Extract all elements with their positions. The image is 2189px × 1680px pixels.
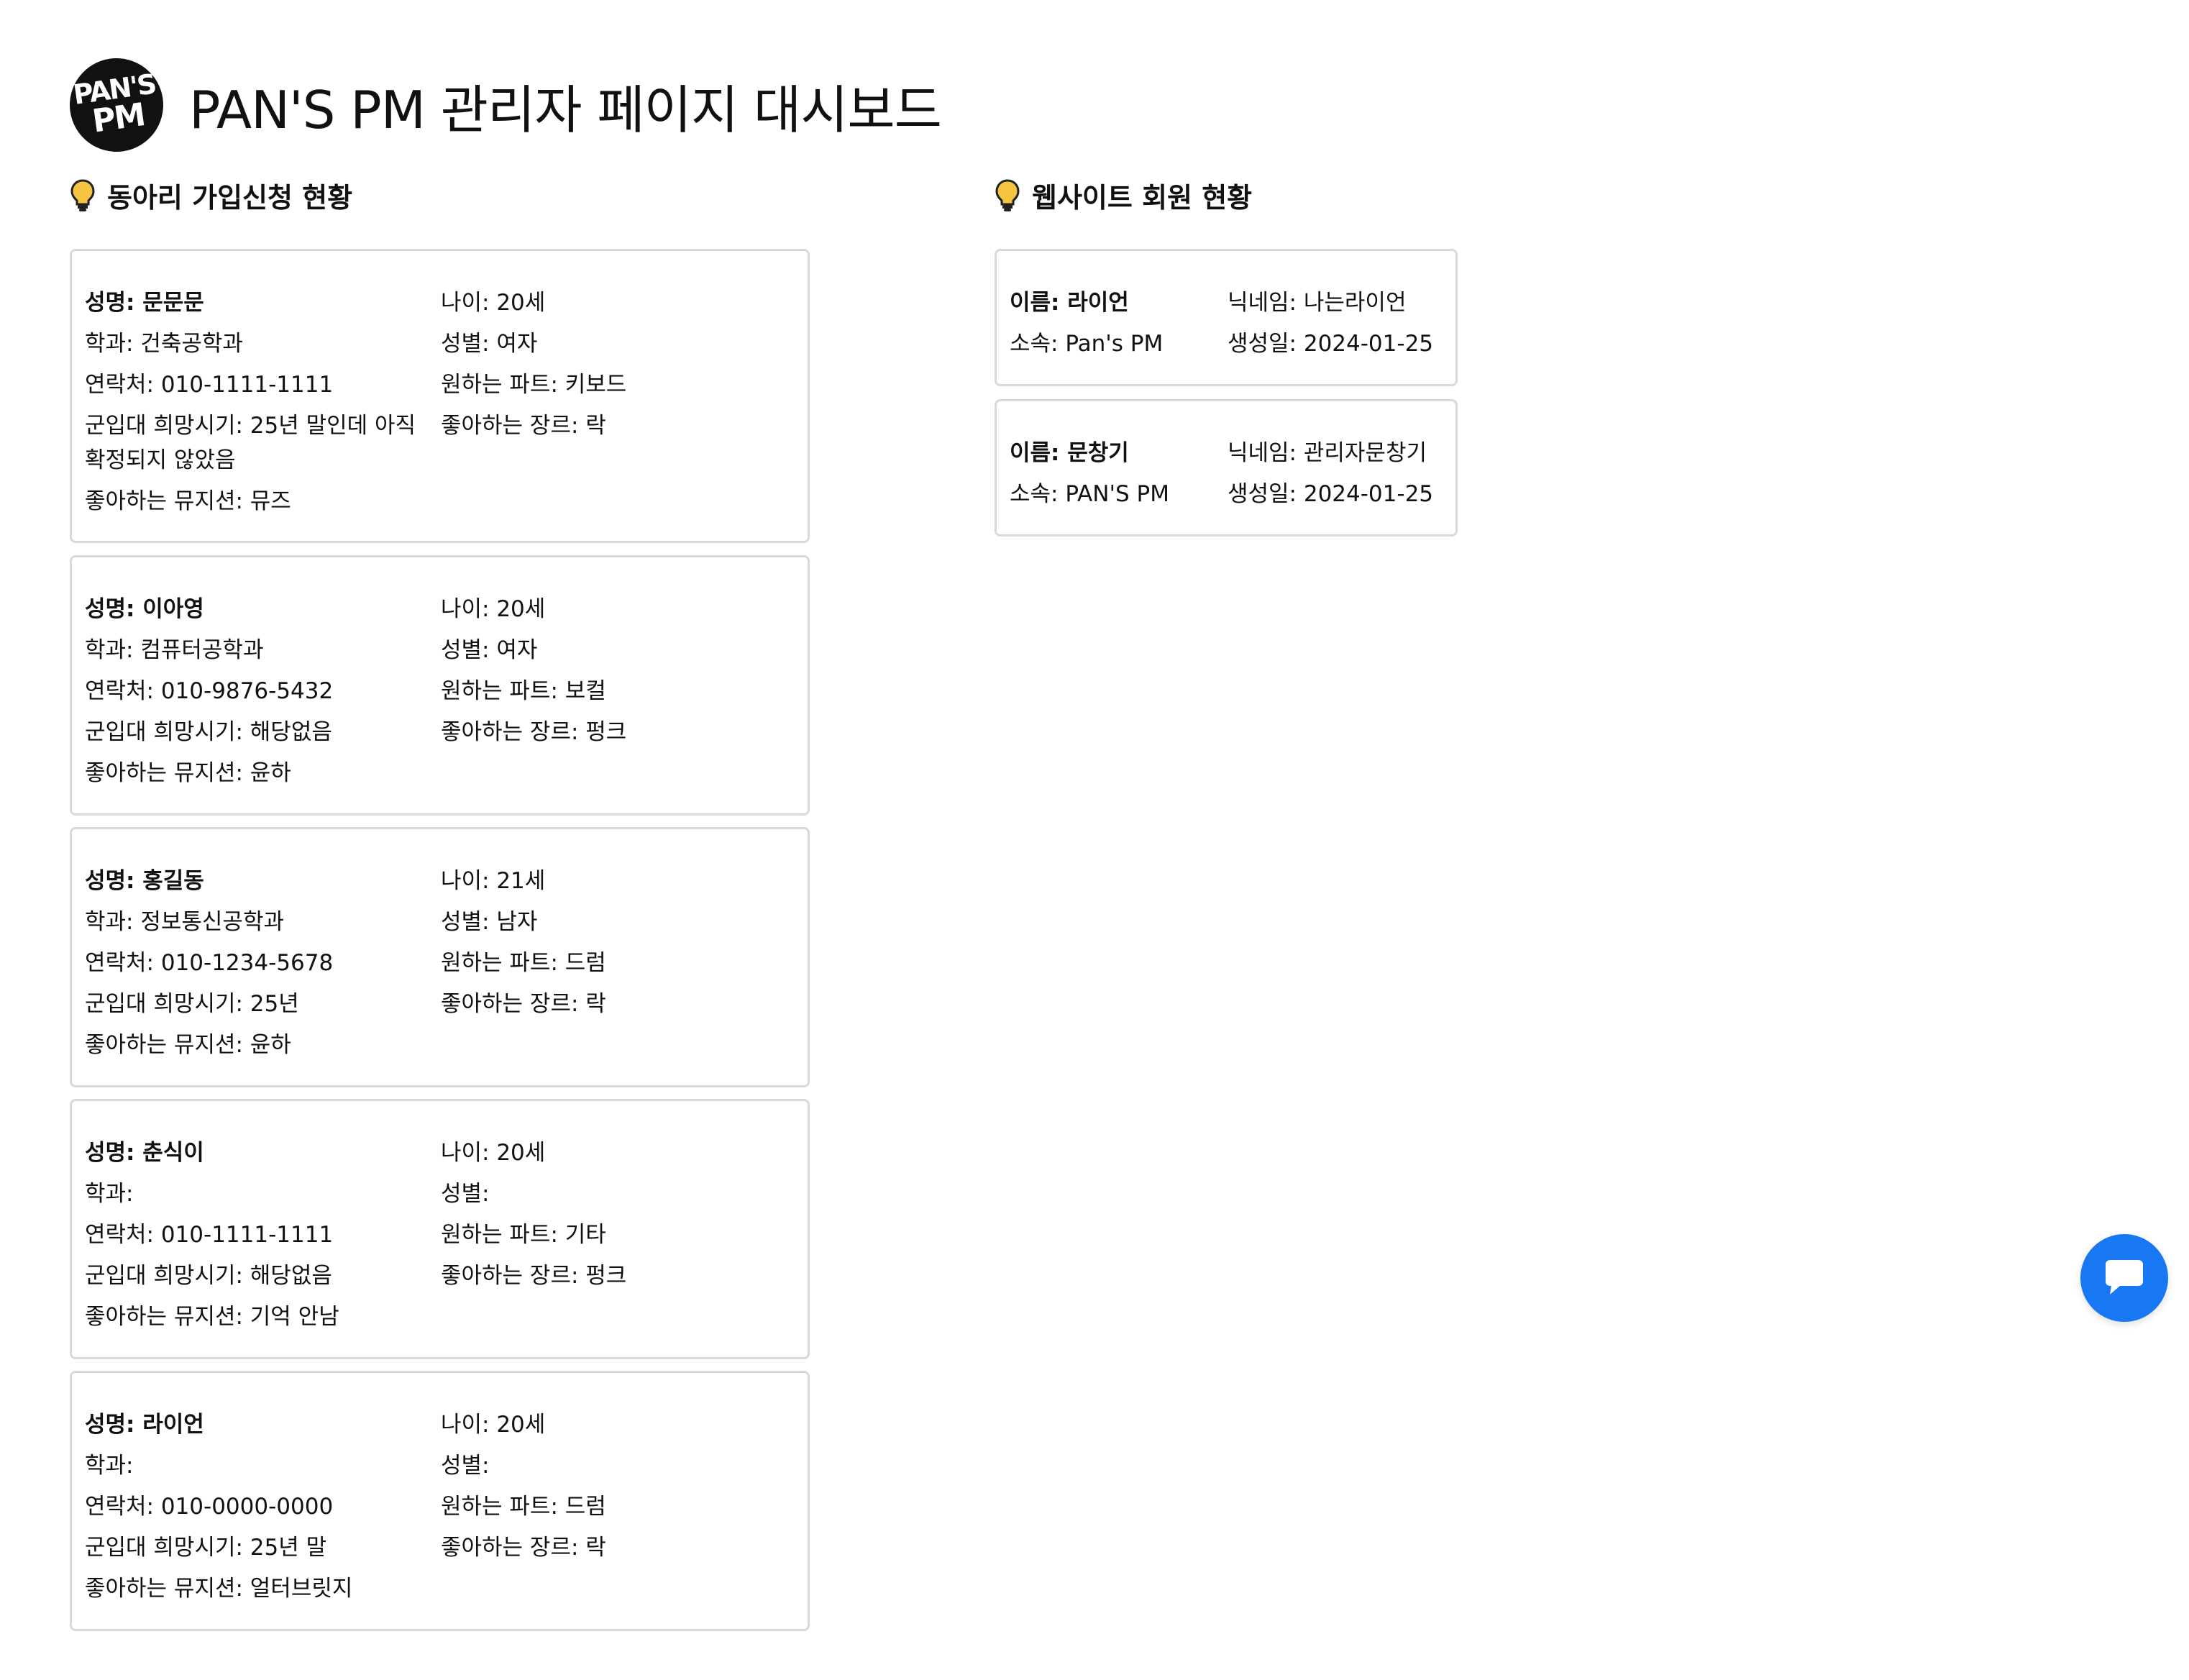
- applicant-part: 원하는 파트: 키보드: [441, 372, 627, 398]
- application-card[interactable]: 성명: 춘식이 학과: 연락처: 010-1111-1111 군입대 희망시기:…: [70, 1099, 810, 1359]
- applicant-part: 원하는 파트: 드럼: [441, 1494, 606, 1520]
- application-card[interactable]: 성명: 홍길동 학과: 정보통신공학과 연락처: 010-1234-5678 군…: [70, 827, 810, 1087]
- chat-bubble-icon: [2106, 1260, 2143, 1295]
- members-section-heading: 웹사이트 회원 현황: [995, 175, 1252, 215]
- application-card[interactable]: 성명: 문문문 학과: 건축공학과 연락처: 010-1111-1111 군입대…: [70, 249, 810, 543]
- member-nickname: 닉네임: 나는라이언: [1228, 290, 1407, 316]
- applicant-genre: 좋아하는 장르: 락: [441, 991, 606, 1017]
- applicant-name: 성명: 라이언: [85, 1412, 204, 1438]
- applicant-name: 성명: 춘식이: [85, 1140, 204, 1166]
- applicant-name: 성명: 문문문: [85, 290, 204, 316]
- chat-button[interactable]: [2080, 1234, 2168, 1322]
- applicant-age: 나이: 20세: [441, 596, 546, 622]
- applicant-part: 원하는 파트: 기타: [441, 1222, 606, 1248]
- member-name: 이름: 라이언: [1010, 290, 1129, 316]
- applicant-age: 나이: 20세: [441, 290, 546, 316]
- applicant-age: 나이: 20세: [441, 1140, 546, 1166]
- member-card[interactable]: 이름: 라이언 닉네임: 나는라이언 소속: Pan's PM 생성일: 202…: [995, 249, 1458, 386]
- page-header: PAN'S PM PAN'S PM 관리자 페이지 대시보드: [63, 52, 942, 158]
- member-created-date: 생성일: 2024-01-25: [1228, 331, 1434, 357]
- applicant-genre: 좋아하는 장르: 락: [441, 413, 606, 439]
- applications-section-title: 동아리 가입신청 현황: [107, 182, 353, 214]
- member-affiliation: 소속: PAN'S PM: [1010, 481, 1169, 507]
- member-created-date: 생성일: 2024-01-25: [1228, 481, 1434, 507]
- member-card[interactable]: 이름: 문창기 닉네임: 관리자문창기 소속: PAN'S PM 생성일: 20…: [995, 399, 1458, 537]
- applicant-gender: 성별: 여자: [441, 637, 538, 663]
- logo-text-line2: PM: [90, 96, 147, 140]
- applicant-military: 군입대 희망시기: 25년 말: [85, 1535, 327, 1561]
- applicant-phone: 연락처: 010-1234-5678: [85, 950, 334, 976]
- applicant-gender: 성별: 여자: [441, 331, 538, 357]
- applicant-age: 나이: 21세: [441, 868, 546, 894]
- applicant-gender: 성별:: [441, 1181, 490, 1207]
- lightbulb-icon: [995, 178, 1020, 211]
- applications-section-heading: 동아리 가입신청 현황: [70, 175, 352, 215]
- applicant-musician: 좋아하는 뮤지션: 윤하: [85, 760, 291, 786]
- applicant-gender: 성별: 남자: [441, 909, 538, 935]
- applicant-part: 원하는 파트: 드럼: [441, 950, 606, 976]
- applicant-genre: 좋아하는 장르: 펑크: [441, 1263, 627, 1289]
- members-section-title: 웹사이트 회원 현황: [1032, 182, 1253, 214]
- applicant-military: 군입대 희망시기: 25년: [85, 991, 299, 1017]
- lightbulb-icon: [70, 178, 95, 211]
- applicant-musician: 좋아하는 뮤지션: 기억 안남: [85, 1304, 339, 1330]
- application-card[interactable]: 성명: 이아영 학과: 컴퓨터공학과 연락처: 010-9876-5432 군입…: [70, 555, 810, 816]
- applicant-phone: 연락처: 010-9876-5432: [85, 678, 334, 704]
- applicant-phone: 연락처: 010-1111-1111: [85, 372, 334, 398]
- applicant-phone: 연락처: 010-0000-0000: [85, 1494, 334, 1520]
- applicant-gender: 성별:: [441, 1453, 490, 1479]
- applicant-age: 나이: 20세: [441, 1412, 546, 1438]
- applicant-phone: 연락처: 010-1111-1111: [85, 1222, 334, 1248]
- applicant-name: 성명: 이아영: [85, 596, 204, 622]
- pans-pm-logo[interactable]: PAN'S PM: [63, 52, 170, 158]
- applicant-name: 성명: 홍길동: [85, 868, 204, 894]
- application-card[interactable]: 성명: 라이언 학과: 연락처: 010-0000-0000 군입대 희망시기:…: [70, 1371, 810, 1631]
- applicant-genre: 좋아하는 장르: 락: [441, 1535, 606, 1561]
- member-affiliation: 소속: Pan's PM: [1010, 331, 1164, 357]
- applicant-dept: 학과: 정보통신공학과: [85, 909, 284, 935]
- applicant-dept: 학과:: [85, 1453, 134, 1479]
- page-title: PAN'S PM 관리자 페이지 대시보드: [189, 79, 942, 140]
- applicant-dept: 학과: 컴퓨터공학과: [85, 637, 264, 663]
- applicant-military: 군입대 희망시기: 25년 말인데 아직 확정되지 않았음: [85, 413, 416, 473]
- member-name: 이름: 문창기: [1010, 440, 1129, 466]
- applicant-genre: 좋아하는 장르: 펑크: [441, 719, 627, 745]
- member-nickname: 닉네임: 관리자문창기: [1228, 440, 1427, 466]
- applicant-part: 원하는 파트: 보컬: [441, 678, 606, 704]
- applicant-musician: 좋아하는 뮤지션: 뮤즈: [85, 488, 291, 514]
- applicant-dept: 학과: 건축공학과: [85, 331, 243, 357]
- applicant-military: 군입대 희망시기: 해당없음: [85, 719, 332, 745]
- applicant-musician: 좋아하는 뮤지션: 얼터브릿지: [85, 1576, 353, 1602]
- applicant-musician: 좋아하는 뮤지션: 윤하: [85, 1032, 291, 1058]
- applicant-dept: 학과:: [85, 1181, 134, 1207]
- applicant-military: 군입대 희망시기: 해당없음: [85, 1263, 332, 1289]
